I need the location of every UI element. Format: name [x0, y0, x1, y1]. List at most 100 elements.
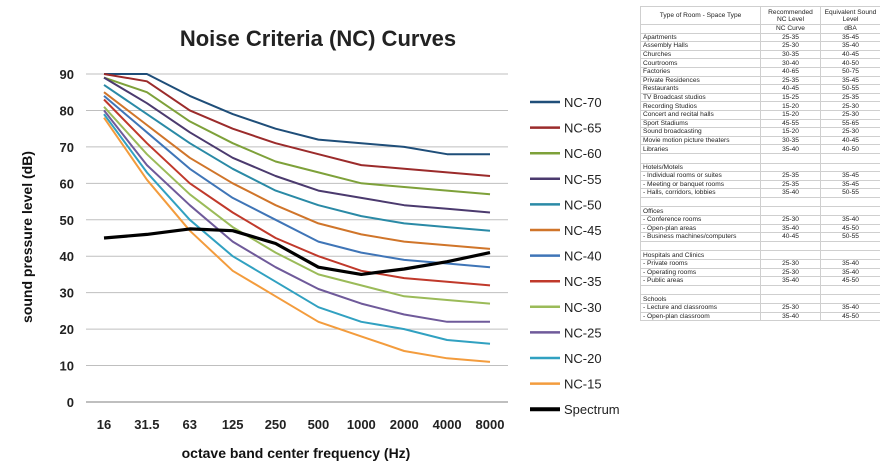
cell-sound-level: 40-50 [820, 58, 880, 68]
table-row: Hotels/Motels [640, 162, 880, 173]
table-row [640, 196, 880, 208]
series-lines [103, 73, 491, 363]
table-row: - Public areas 35-40 45-50 [640, 276, 880, 286]
x-tick-label: 31.5 [134, 417, 159, 432]
chart-canvas: 0 10 20 30 40 50 60 70 80 90 16 31.5 63 125 250 500 1000… [19, 26, 620, 461]
room-nc-table: Type of Room - Space Type Recommended NC… [640, 6, 880, 322]
x-axis-label: octave band center frequency (Hz) [182, 445, 411, 461]
cell-room-type [640, 152, 761, 164]
cell-nc-level: 35-40 [760, 144, 821, 154]
legend-label: NC-40 [564, 249, 602, 264]
cell-nc-level: 35-40 [760, 188, 821, 198]
table-row: - Individual rooms or suites 25-35 35-45 [640, 171, 880, 181]
table-row: Concert and recital halls 15-20 25-30 [640, 109, 880, 120]
series-line-nc-55 [103, 76, 491, 214]
cell-nc-level: 15-20 [760, 109, 821, 120]
cell-sound-level: 35-45 [820, 75, 880, 86]
table-row: - Lecture and classrooms 25-30 35-40 [640, 303, 880, 313]
room-nc-table-panel: Type of Room - Space Type Recommended NC… [640, 6, 880, 468]
series-line-spectrum [103, 227, 491, 276]
cell-sound-level: 50-55 [820, 84, 880, 94]
cell-nc-level: 25-35 [760, 75, 821, 86]
cell-room-type: Sound broadcasting [640, 127, 761, 137]
cell-nc-level: 25-35 [760, 32, 821, 43]
table-row: Recording Studios 15-20 25-30 [640, 101, 880, 111]
series-line-nc-40 [103, 95, 491, 269]
cell-nc-level: 40-45 [760, 84, 821, 94]
x-tick-label: 4000 [433, 417, 462, 432]
axes: 0 10 20 30 40 50 60 70 80 90 16 31.5 63 125 250 500 1000… [60, 67, 505, 432]
table-row: - Meeting or banquet rooms 25-35 35-45 [640, 179, 880, 190]
legend-label: NC-55 [564, 172, 602, 187]
cell-sound-level [820, 240, 880, 252]
cell-sound-level: 35-40 [820, 259, 880, 269]
series-line-nc-25 [103, 109, 490, 323]
legend-label: NC-65 [564, 121, 602, 136]
cell-nc-level [760, 152, 821, 164]
cell-nc-level: 15-20 [760, 101, 821, 111]
cell-room-type: Movie motion picture theaters [640, 135, 761, 146]
series-line-nc-50 [103, 84, 491, 232]
cell-sound-level: 35-45 [820, 32, 880, 43]
cell-sound-level: 40-45 [820, 135, 880, 146]
subheader-dba: dBA [820, 24, 880, 34]
series-line-nc-60 [103, 76, 491, 196]
legend-label: NC-20 [564, 351, 602, 366]
cell-sound-level: 40-45 [820, 49, 880, 60]
table-body: NC Curve dBA Apartments 25-35 35-45 Assembl… [640, 24, 880, 322]
table-row: - Business machines/computers 40-45 50-55 [640, 232, 880, 242]
cell-nc-level [760, 294, 821, 304]
series-line-nc-45 [103, 91, 491, 250]
table-row: Hospitals and Clinics [640, 250, 880, 261]
y-tick-label: 40 [60, 249, 74, 264]
cell-sound-level: 35-45 [820, 171, 880, 181]
cell-nc-level: 25-30 [760, 303, 821, 313]
legend-label: NC-60 [564, 146, 602, 161]
legend-label: Spectrum [564, 402, 620, 417]
cell-nc-level [760, 196, 821, 208]
cell-room-type: Assembly Halls [640, 41, 761, 51]
cell-sound-level: 25-35 [820, 92, 880, 103]
cell-sound-level: 25-30 [820, 101, 880, 111]
header-room-type: Type of Room - Space Type [640, 6, 761, 25]
table-row: Schools [640, 294, 880, 304]
y-tick-label: 30 [60, 286, 74, 301]
y-tick-label: 50 [60, 213, 74, 228]
cell-sound-level [820, 250, 880, 261]
table-row: Apartments 25-35 35-45 [640, 32, 880, 43]
table-row: Movie motion picture theaters 30-35 40-45 [640, 135, 880, 146]
table-row: - Open-plan classroom 35-40 45-50 [640, 311, 880, 322]
cell-nc-level: 30-35 [760, 135, 821, 146]
cell-nc-level: 40-45 [760, 232, 821, 242]
cell-room-type [640, 284, 761, 296]
cell-sound-level: 50-75 [820, 66, 880, 77]
cell-room-type: - Operating rooms [640, 267, 761, 278]
cell-sound-level: 25-30 [820, 127, 880, 137]
legend-label: NC-15 [564, 377, 602, 392]
cell-nc-level [760, 206, 821, 217]
legend-label: NC-30 [564, 300, 602, 315]
cell-room-type: - Private rooms [640, 259, 761, 269]
cell-nc-level: 30-35 [760, 49, 821, 60]
y-tick-label: 80 [60, 103, 74, 118]
cell-sound-level: 35-40 [820, 303, 880, 313]
table-row: Sport Stadiums 45-55 55-65 [640, 118, 880, 129]
y-tick-label: 10 [60, 359, 74, 374]
cell-sound-level: 45-50 [820, 276, 880, 286]
cell-sound-level: 35-40 [820, 215, 880, 225]
cell-room-type: - Halls, corridors, lobbies [640, 188, 761, 198]
cell-room-type: Libraries [640, 144, 761, 154]
cell-room-type: - Meeting or banquet rooms [640, 179, 761, 190]
table-row: - Open-plan areas 35-40 45-50 [640, 223, 880, 234]
cell-sound-level [820, 294, 880, 304]
cell-room-type: Hospitals and Clinics [640, 250, 761, 261]
header-sound-level: Equivalent Sound Level [820, 6, 880, 25]
table-row: Restaurants 40-45 50-55 [640, 84, 880, 94]
legend: NC-70 NC-65 NC-60 NC-55 NC-50 NC-45 NC-40 NC-35… [530, 95, 620, 417]
series-line-nc-70 [104, 73, 490, 156]
cell-room-type: - Open-plan classroom [640, 311, 761, 322]
table-row: - Conference rooms 25-30 35-40 [640, 215, 880, 225]
table-subheader-row: NC Curve dBA [640, 24, 880, 34]
series-line-nc-20 [103, 113, 491, 345]
table-row: Assembly Halls 25-30 35-40 [640, 41, 880, 51]
